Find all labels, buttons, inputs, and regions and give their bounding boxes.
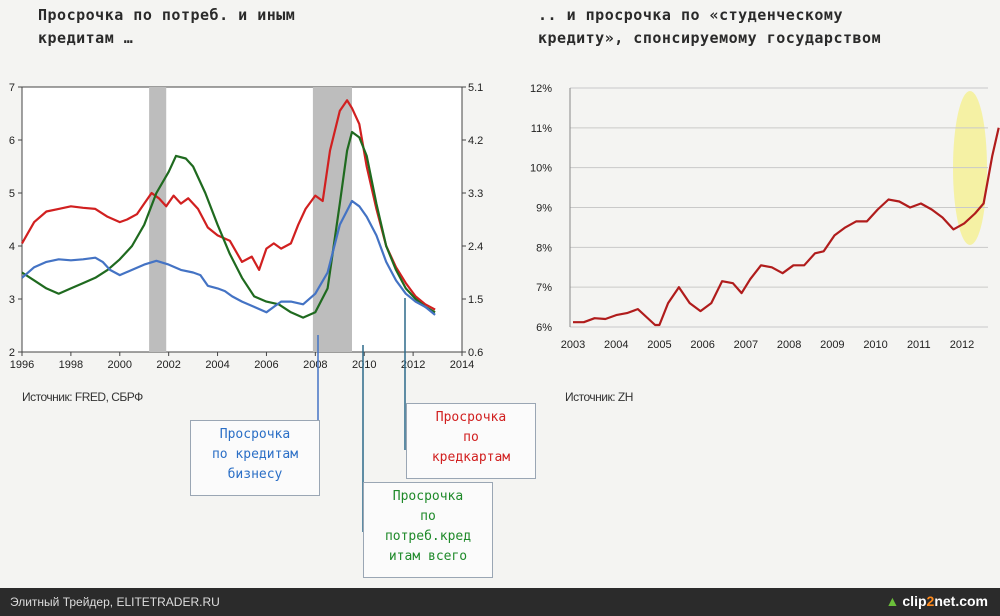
x-tick-label: 2006 — [254, 359, 278, 371]
left-chart-source: Источник: FRED, СБРФ — [22, 390, 143, 404]
y-tick-label: 9% — [536, 203, 552, 215]
y-right-tick-label: 0.6 — [468, 347, 483, 359]
x-tick-label: 2012 — [401, 359, 425, 371]
callout-line: потреб.кред — [384, 529, 472, 544]
x-tick-label: 2000 — [108, 359, 132, 371]
x-tick-label: 2010 — [863, 339, 887, 351]
y-tick-label: 11% — [531, 123, 552, 135]
callout-line: Просрочка — [219, 427, 291, 442]
x-tick-label: 1998 — [59, 359, 83, 371]
right-chart-title: .. и просрочка по «студенческому кредиту… — [538, 6, 882, 47]
y-tick-label: 12% — [530, 83, 552, 95]
x-tick-label: 2003 — [561, 339, 585, 351]
x-tick-label: 2007 — [734, 339, 758, 351]
y-tick-label: 10% — [530, 163, 552, 175]
footer-bar: Элитный Трейдер, ELITETRADER.RU ▲ clip2ne… — [0, 588, 1000, 616]
x-tick-label: 2012 — [950, 339, 974, 351]
callout-line: бизнесу — [227, 467, 283, 482]
y-right-tick-label: 4.2 — [468, 135, 483, 147]
upload-arrow-icon: ▲ — [885, 593, 900, 609]
y-left-tick-label: 5 — [9, 188, 15, 200]
x-tick-label: 2004 — [205, 359, 229, 371]
callout-line: Просрочка — [392, 489, 464, 504]
y-left-tick-label: 2 — [9, 347, 15, 359]
callout-line: итам всего — [388, 549, 468, 564]
callout-line: по кредитам — [211, 447, 299, 462]
callout-line: Просрочка — [435, 410, 507, 425]
series-line — [573, 127, 1000, 327]
y-tick-label: 7% — [536, 282, 552, 294]
logo-part: net.com — [934, 593, 988, 609]
y-left-tick-label: 3 — [9, 294, 15, 306]
x-tick-label: 2014 — [450, 359, 474, 371]
y-right-tick-label: 1.5 — [468, 294, 483, 306]
x-tick-label: 2011 — [907, 339, 931, 351]
y-right-tick-label: 3.3 — [468, 188, 483, 200]
y-right-tick-label: 5.1 — [468, 82, 483, 94]
series-line — [21, 199, 436, 316]
x-tick-label: 2010 — [352, 359, 376, 371]
series-line — [21, 130, 436, 319]
x-tick-label: 2005 — [647, 339, 671, 351]
right-chart-source: Источник: ZH — [565, 390, 633, 404]
y-tick-label: 8% — [536, 242, 552, 254]
y-right-tick-label: 2.4 — [468, 241, 483, 253]
x-tick-label: 2006 — [690, 339, 714, 351]
recession-band — [312, 87, 352, 352]
y-tick-label: 6% — [536, 322, 552, 334]
x-tick-label: 2004 — [604, 339, 628, 351]
callout-line: по — [463, 430, 479, 445]
recession-band — [149, 87, 167, 352]
y-left-tick-label: 7 — [9, 82, 15, 94]
footer-credit: Элитный Трейдер, ELITETRADER.RU — [10, 595, 220, 609]
x-tick-label: 2008 — [303, 359, 327, 371]
x-tick-label: 2009 — [820, 339, 844, 351]
logo-part: clip — [902, 593, 927, 609]
x-tick-label: 1996 — [10, 359, 34, 371]
clip2net-logo[interactable]: ▲ clip2net.com — [886, 593, 988, 609]
y-left-tick-label: 4 — [9, 241, 15, 253]
y-left-tick-label: 6 — [9, 135, 15, 147]
consumer-loans-callout: Просрочка по потреб.кред итам всего — [363, 482, 493, 578]
x-tick-label: 2002 — [156, 359, 180, 371]
left-chart-title: Просрочка по потреб. и иным кредитам … — [38, 6, 296, 47]
x-tick-label: 2008 — [777, 339, 801, 351]
callout-line: по — [420, 509, 436, 524]
logo-part: 2 — [926, 593, 935, 609]
business-loans-callout: Просрочка по кредитам бизнесу — [190, 420, 320, 496]
plot-area — [21, 86, 463, 353]
credit-cards-callout: Просрочка по кредкартам — [406, 403, 536, 479]
callout-line: кредкартам — [431, 450, 511, 465]
